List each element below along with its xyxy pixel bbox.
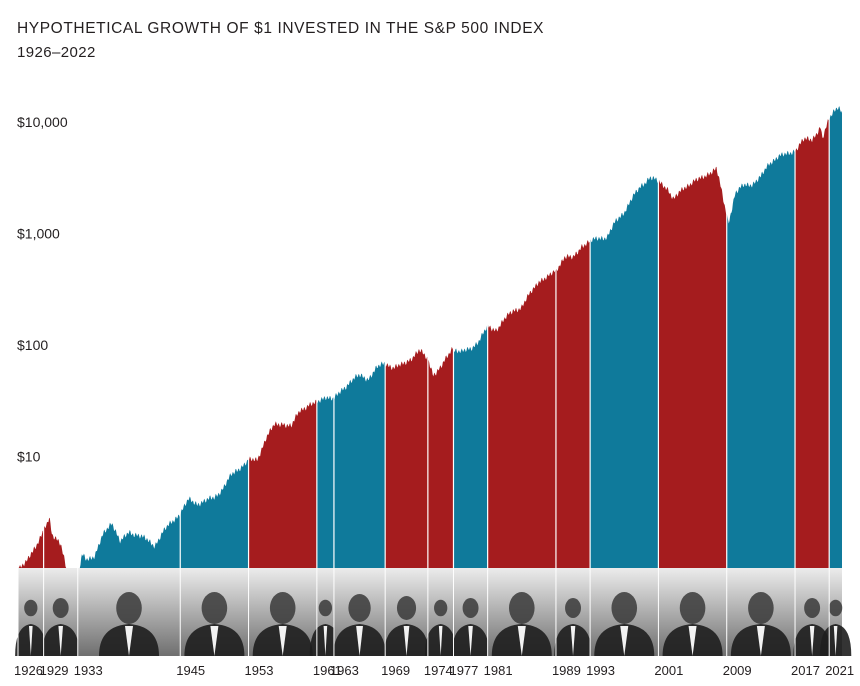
chart-subtitle: 1926–2022 — [17, 44, 96, 61]
portrait-1993 — [590, 568, 659, 656]
term-area-1989 — [555, 239, 591, 568]
y-tick-label: $100 — [17, 337, 48, 353]
x-tick-label-1963: 1963 — [330, 663, 359, 678]
portrait-1953 — [248, 568, 317, 656]
x-tick-label-1993: 1993 — [586, 663, 615, 678]
x-tick-label-2017: 2017 — [791, 663, 820, 678]
term-area-2009 — [726, 149, 796, 569]
x-tick-label-2009: 2009 — [723, 663, 752, 678]
x-tick-label-1945: 1945 — [176, 663, 205, 678]
y-tick-label: $10 — [17, 449, 41, 465]
x-tick-label-1926: 1926 — [14, 663, 43, 678]
y-tick-label: $1,000 — [17, 226, 60, 242]
term-area-1933 — [77, 513, 181, 568]
y-axis: $10 $100 $1,000 $10,000 — [17, 114, 68, 465]
term-area-1963 — [333, 361, 386, 568]
portrait-1933 — [77, 568, 181, 656]
chart-title: HYPOTHETICAL GROWTH OF $1 INVESTED IN TH… — [17, 20, 545, 37]
term-area-1945 — [180, 459, 249, 568]
term-area-1981 — [487, 268, 556, 568]
term-area-1993 — [590, 176, 659, 568]
term-areas — [18, 80, 842, 569]
term-area-1926 — [18, 529, 44, 568]
x-tick-label-1933: 1933 — [74, 663, 103, 678]
x-tick-label-1961: 1961 — [313, 663, 342, 678]
portrait-1963 — [333, 568, 386, 656]
x-tick-label-1989: 1989 — [552, 663, 581, 678]
term-area-1974 — [427, 346, 454, 568]
portrait-1929 — [41, 568, 80, 656]
term-area-1977 — [453, 323, 488, 568]
x-tick-label-1953: 1953 — [245, 663, 274, 678]
portrait-2017 — [793, 568, 831, 656]
president-portrait-band — [15, 568, 852, 656]
term-area-1969 — [385, 349, 428, 568]
portrait-2001 — [658, 568, 727, 656]
portrait-1926 — [15, 568, 47, 656]
portrait-1945 — [180, 568, 249, 656]
term-area-1961 — [316, 395, 334, 568]
portrait-2021 — [819, 568, 852, 656]
portrait-1981 — [487, 568, 556, 656]
y-tick-label: $10,000 — [17, 114, 68, 130]
term-area-1929 — [43, 517, 78, 568]
term-area-2017 — [795, 119, 830, 569]
x-tick-label-1977: 1977 — [449, 663, 478, 678]
portrait-1977 — [451, 568, 490, 656]
term-area-2021 — [829, 106, 842, 568]
x-tick-label-1969: 1969 — [381, 663, 410, 678]
portrait-1969 — [384, 568, 430, 656]
portrait-1989 — [554, 568, 592, 656]
term-area-1953 — [248, 399, 317, 568]
x-tick-label-1929: 1929 — [40, 663, 69, 678]
x-tick-label-2021: 2021 — [825, 663, 854, 678]
x-tick-label-1974: 1974 — [424, 663, 453, 678]
x-tick-label-2001: 2001 — [654, 663, 683, 678]
portrait-2009 — [726, 568, 796, 656]
x-tick-label-1981: 1981 — [484, 663, 513, 678]
term-area-2001 — [658, 166, 727, 568]
portrait-1961 — [309, 568, 342, 656]
portrait-1974 — [424, 568, 457, 656]
